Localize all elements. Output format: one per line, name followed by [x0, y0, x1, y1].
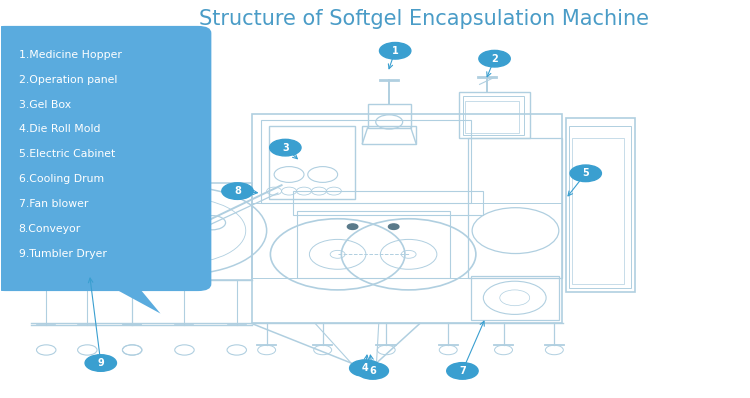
Text: 6.Cooling Drum: 6.Cooling Drum [19, 174, 104, 184]
Bar [269, 126, 355, 199]
Text: 9: 9 [98, 358, 104, 368]
Text: 1.Medicine Hopper: 1.Medicine Hopper [19, 50, 122, 60]
Circle shape [478, 51, 510, 67]
Circle shape [350, 360, 381, 377]
Text: 4.Die Roll Mold: 4.Die Roll Mold [19, 125, 100, 135]
Text: 7: 7 [459, 366, 466, 376]
Text: Structure of Softgel Encapsulation Machine: Structure of Softgel Encapsulation Machi… [199, 9, 649, 29]
Bar [566, 118, 635, 292]
Bar [466, 101, 519, 133]
Circle shape [380, 43, 411, 59]
Circle shape [570, 165, 602, 181]
Text: 3: 3 [282, 142, 289, 152]
Text: 1: 1 [392, 46, 398, 56]
Bar [569, 126, 632, 288]
Text: 5.Electric Cabinet: 5.Electric Cabinet [19, 149, 115, 159]
Bar [469, 138, 562, 278]
Bar [252, 114, 562, 324]
Bar [262, 120, 471, 203]
Text: 8: 8 [234, 186, 241, 196]
FancyBboxPatch shape [0, 26, 211, 291]
Bar [32, 183, 143, 280]
Bar [368, 104, 411, 128]
Text: 3.Gel Box: 3.Gel Box [19, 100, 70, 109]
Bar [464, 96, 524, 135]
Text: 7.Fan blower: 7.Fan blower [19, 199, 88, 209]
Circle shape [222, 183, 254, 199]
Text: 6: 6 [370, 366, 376, 376]
Text: 8.Conveyor: 8.Conveyor [19, 224, 81, 234]
Polygon shape [106, 284, 160, 314]
Bar [117, 183, 252, 280]
Circle shape [270, 139, 301, 156]
Bar [296, 211, 450, 278]
Circle shape [357, 363, 388, 379]
Bar [459, 92, 530, 138]
Circle shape [388, 224, 399, 229]
Text: 9.Tumbler Dryer: 9.Tumbler Dryer [19, 249, 106, 259]
Bar [572, 138, 624, 284]
Bar [292, 191, 483, 215]
Circle shape [447, 363, 478, 379]
Text: 5: 5 [582, 168, 589, 178]
Circle shape [347, 224, 358, 229]
Text: 2: 2 [491, 54, 498, 64]
Bar [471, 276, 559, 320]
Text: 2.Operation panel: 2.Operation panel [19, 75, 117, 85]
Circle shape [85, 355, 116, 371]
Text: 4: 4 [362, 363, 369, 373]
Bar [362, 126, 416, 144]
